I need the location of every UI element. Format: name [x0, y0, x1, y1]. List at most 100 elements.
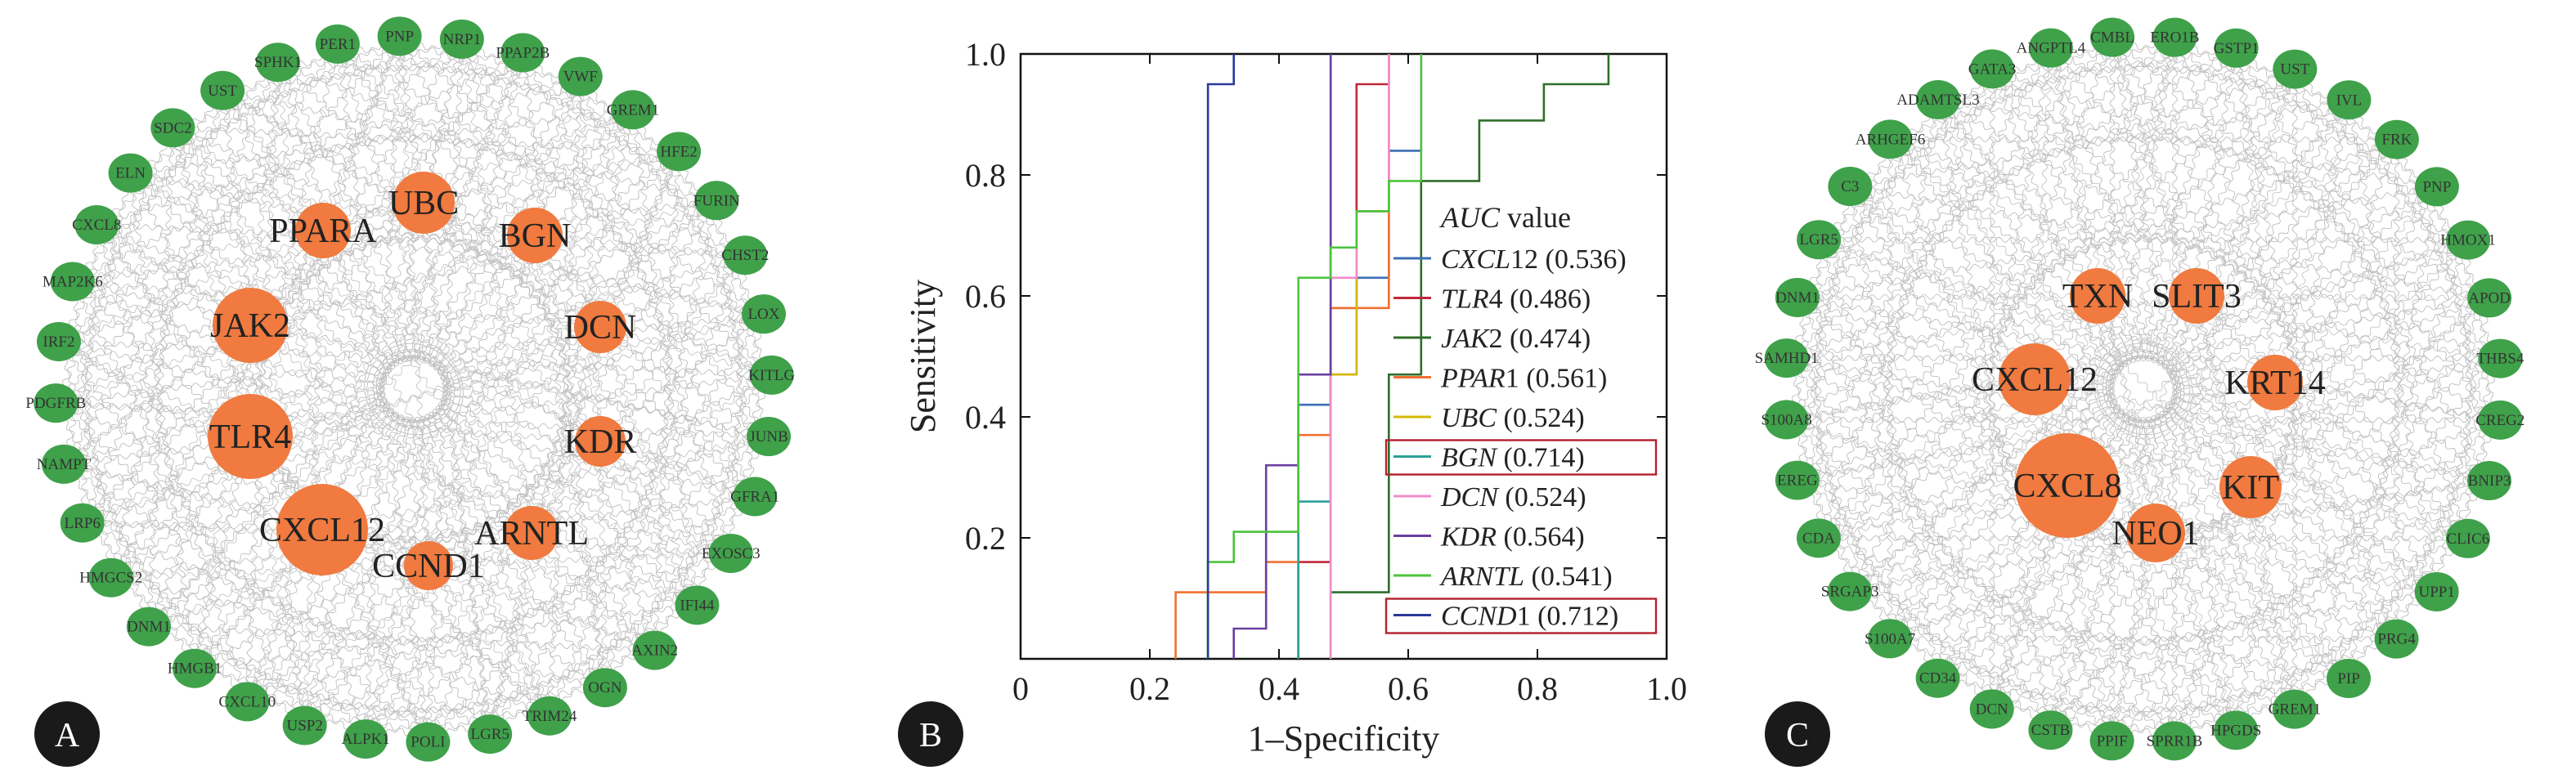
ring-node-label: CSTB [2031, 722, 2071, 739]
network-edge [146, 128, 176, 627]
network-edge [148, 235, 535, 627]
network-edge [65, 324, 251, 467]
network-edge [275, 62, 325, 531]
network-edge [2067, 485, 2436, 594]
network-edge [1889, 635, 2397, 642]
ring-node-label: ALPK1 [342, 731, 390, 748]
ring-node-circle [1775, 277, 1820, 317]
network-edge [2112, 37, 2501, 360]
ring-node-label: JUNB [749, 428, 788, 445]
ring-node-circle [1868, 119, 1913, 159]
network-edge [2067, 139, 2398, 486]
ring-node-sphk1: SPHK1 [254, 43, 302, 83]
network-edge [1937, 589, 2437, 681]
legend-label: CXCL12 (0.536) [1441, 244, 1627, 275]
ring-node-circle [747, 417, 792, 457]
network-edge [337, 43, 536, 235]
ring-node-clic6: CLIC6 [2445, 518, 2490, 558]
ring-node-circle [406, 722, 451, 762]
ring-node-circle [2414, 167, 2459, 207]
ring-node-trim24: TRIM24 [523, 696, 577, 736]
ring-node-circle [657, 132, 702, 172]
network-edge [1991, 69, 2470, 242]
ring-node-label: ELN [115, 165, 146, 182]
ring-node-circle [749, 355, 794, 395]
ring-node-label: SRGAP3 [1821, 584, 1879, 601]
ring-node-pip: PIP [2327, 659, 2372, 699]
ring-node-circle [2414, 571, 2459, 611]
network-edge [149, 625, 429, 742]
ring-node-pnp: PNP [377, 16, 422, 56]
ring-node-label: FURIN [693, 192, 740, 209]
hub-node-circle [295, 203, 351, 258]
hub-node-circle [2169, 268, 2224, 324]
network-edge [72, 279, 601, 329]
hub-node-label: TXN [2062, 278, 2133, 316]
network-edge [1888, 138, 2114, 741]
ring-node-upp1: UPP1 [2414, 571, 2459, 611]
network-edge [1818, 238, 2276, 383]
network-edge [249, 52, 524, 326]
roc-plot-frame [1019, 52, 1668, 660]
network-edge [1849, 186, 2467, 541]
ring-node-ero1b: ERO1B [2150, 17, 2199, 57]
network-edge [2171, 37, 2178, 741]
ring-node-hfe2: HFE2 [657, 132, 702, 172]
network-edge [249, 436, 549, 719]
ring-node-circle [2467, 278, 2512, 318]
ring-node-hmox1: HMOX1 [2440, 220, 2496, 260]
network-edge [193, 150, 680, 668]
panel-c-network: ERO1B GSTP1 UST IVL FRK PNP HMOX1 APOD THBS4 CREG… [1755, 17, 2524, 767]
network-edge [521, 52, 755, 498]
network-edge [2067, 38, 2178, 486]
network-edge [2049, 486, 2251, 730]
ring-node-circle [1764, 338, 1809, 378]
network-edge [2174, 37, 2500, 422]
network-edge [223, 88, 533, 534]
ring-node-label: KITLG [748, 367, 795, 384]
legend-item-ubc: UBC (0.524) [1393, 403, 1585, 433]
network-edge [110, 575, 606, 689]
network-edge [1937, 676, 2237, 732]
ring-node-dcn: DCN [1969, 689, 2014, 729]
network-edge [2155, 69, 2296, 534]
ring-node-chst2: CHST2 [721, 235, 769, 275]
roc-line-ccnd1 [1206, 54, 1235, 659]
ring-node-circle [610, 90, 655, 130]
ring-node-circle [173, 648, 218, 688]
network-edge [1937, 99, 2500, 422]
network-edge [2034, 237, 2468, 382]
ring-node-arhgef6: ARHGEF6 [1856, 119, 1925, 159]
network-edge [96, 74, 581, 227]
network-edge [96, 225, 324, 531]
ring-node-circle [2478, 400, 2523, 440]
network-edge [1850, 36, 2113, 188]
network-edge [337, 43, 765, 315]
ring-node-label: C3 [1841, 178, 1859, 195]
x-tick-label: 0.6 [1388, 670, 1429, 707]
network-edge [1786, 355, 2501, 362]
ring-node-label: GATA3 [1968, 60, 2017, 78]
ring-node-prg4: PRG4 [2374, 619, 2419, 659]
panel-a-network: NRP1 PPAP2B VWF GREM1 HFE2 FURIN CHST2 LOX KITLG… [25, 16, 795, 767]
network-edge [1818, 296, 2490, 539]
ring-node-label: FRK [2381, 132, 2412, 149]
network-edge [110, 230, 324, 578]
hub-node-circle [208, 394, 293, 479]
network-edge [2293, 69, 2469, 539]
ring-node-dnm1: DNM1 [1775, 277, 1820, 317]
ring-node-label: HFE2 [660, 143, 697, 160]
hub-node-label: JAK2 [210, 307, 290, 345]
network-edge [399, 36, 679, 154]
ring-node-label: CREG2 [2475, 412, 2524, 429]
ring-node-circle [1915, 658, 1960, 698]
network-edge [1848, 186, 1941, 678]
network-edge [1889, 37, 2113, 639]
network-edge [173, 125, 680, 154]
legend-item-kdr: KDR (0.564) [1393, 522, 1585, 553]
network-edge [63, 463, 491, 735]
roc-legend: AUC value CXCL12 (0.536) TLR4 (0.486) JAK2… [1384, 201, 1658, 634]
ring-node-apod: APOD [2467, 278, 2512, 318]
legend-label: CCND1 (0.712) [1441, 602, 1618, 632]
network-edge [1991, 47, 2237, 710]
